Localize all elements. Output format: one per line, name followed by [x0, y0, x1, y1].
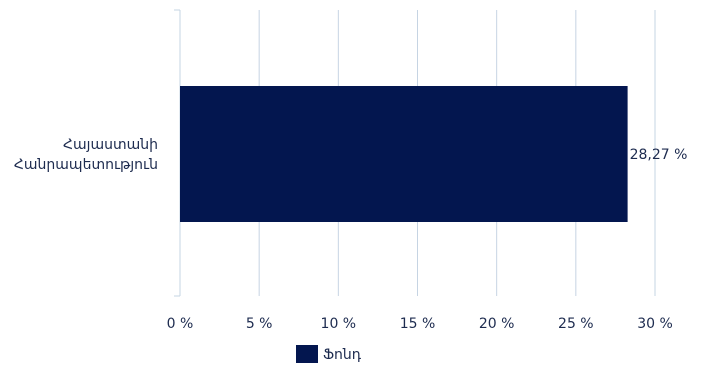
x-tick-label: 5 % [246, 316, 273, 332]
legend-label: Ֆոնդ [323, 347, 362, 363]
legend: Ֆոնդ [296, 345, 362, 363]
category-label-line: Հանրապետություն [14, 157, 158, 173]
category-label-line: Հայաստանի [63, 137, 158, 153]
x-tick-label: 10 % [321, 316, 357, 332]
bar [180, 86, 628, 222]
x-tick-label: 0 % [167, 316, 194, 332]
x-tick-label: 30 % [637, 316, 673, 332]
labels: 0 % 5 % 10 % 15 % 20 % 25 % 30 % 28,27 % Հայաստա… [14, 137, 688, 332]
x-tick-label: 25 % [558, 316, 594, 332]
x-tick-label: 15 % [400, 316, 436, 332]
legend-swatch [296, 345, 318, 363]
x-tick-label: 20 % [479, 316, 515, 332]
axes [174, 9, 181, 297]
data-label: 28,27 % [630, 147, 688, 163]
bars [180, 86, 628, 222]
category-label: Հայաստանի Հանրապետություն [14, 137, 158, 173]
